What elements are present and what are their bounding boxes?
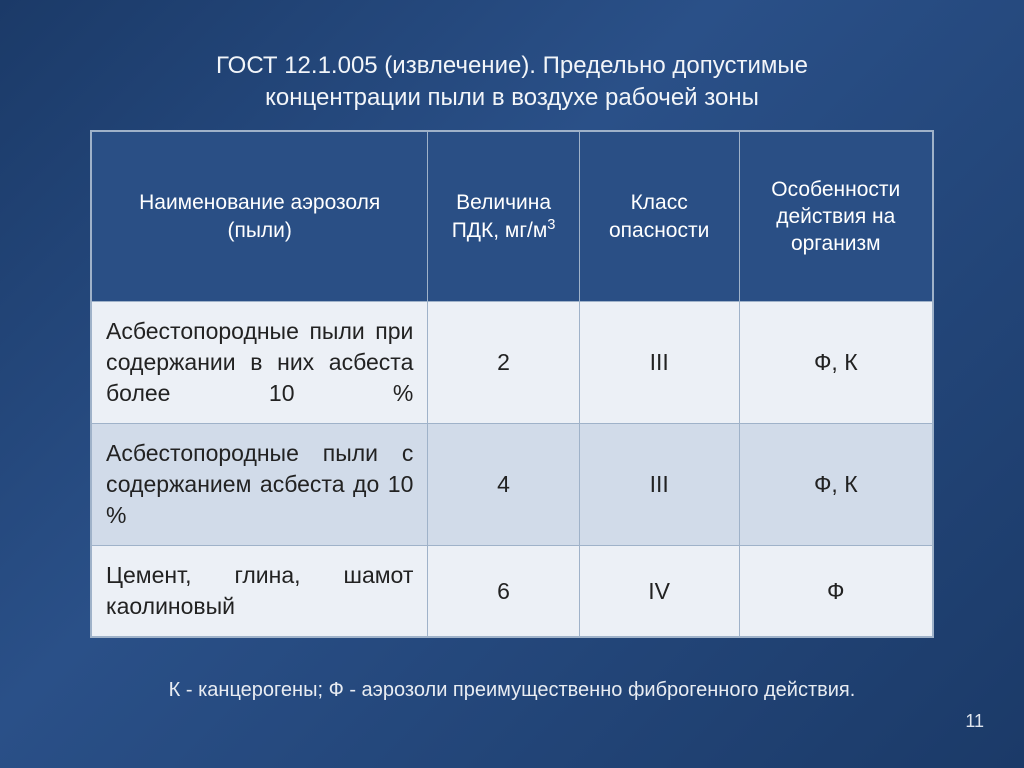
col-header-name: Наименование аэрозоля (пыли) (92, 132, 428, 302)
table-row: Асбестопородные пыли при содержании в ни… (92, 302, 933, 424)
col-header-pdk: Величина ПДК, мг/м3 (428, 132, 579, 302)
footnote: К - канцерогены; Ф - аэрозоли преимущест… (90, 679, 934, 702)
cell-class: III (579, 424, 739, 546)
cell-effect: Ф, К (739, 302, 932, 424)
table-header-row: Наименование аэрозоля (пыли) Величина ПД… (92, 132, 933, 302)
title-line-2: концентрации пыли в воздухе рабочей зоны (265, 84, 759, 111)
col-header-effect: Особенности действия на организм (739, 132, 932, 302)
table: Наименование аэрозоля (пыли) Величина ПД… (91, 131, 933, 637)
cell-name: Цемент, глина, шамот каолиновый (92, 546, 428, 637)
cell-pdk: 2 (428, 302, 579, 424)
slide-title: ГОСТ 12.1.005 (извлечение). Предельно до… (120, 50, 904, 115)
cell-pdk: 4 (428, 424, 579, 546)
cell-class: III (579, 302, 739, 424)
cell-effect: Ф (739, 546, 932, 637)
pdk-table: Наименование аэрозоля (пыли) Величина ПД… (90, 130, 934, 638)
slide: ГОСТ 12.1.005 (извлечение). Предельно до… (0, 0, 1024, 768)
table-row: Цемент, глина, шамот каолиновый 6 IV Ф (92, 546, 933, 637)
col-header-class: Класс опасности (579, 132, 739, 302)
page-number: 11 (965, 711, 984, 732)
cell-effect: Ф, К (739, 424, 932, 546)
cell-pdk: 6 (428, 546, 579, 637)
title-line-1: ГОСТ 12.1.005 (извлечение). Предельно до… (216, 52, 808, 79)
cell-name: Асбестопородные пыли при содержании в ни… (92, 302, 428, 424)
table-body: Асбестопородные пыли при содержании в ни… (92, 302, 933, 637)
table-row: Асбестопородные пыли с содержанием асбес… (92, 424, 933, 546)
cell-name: Асбестопородные пыли с содержанием асбес… (92, 424, 428, 546)
cell-class: IV (579, 546, 739, 637)
